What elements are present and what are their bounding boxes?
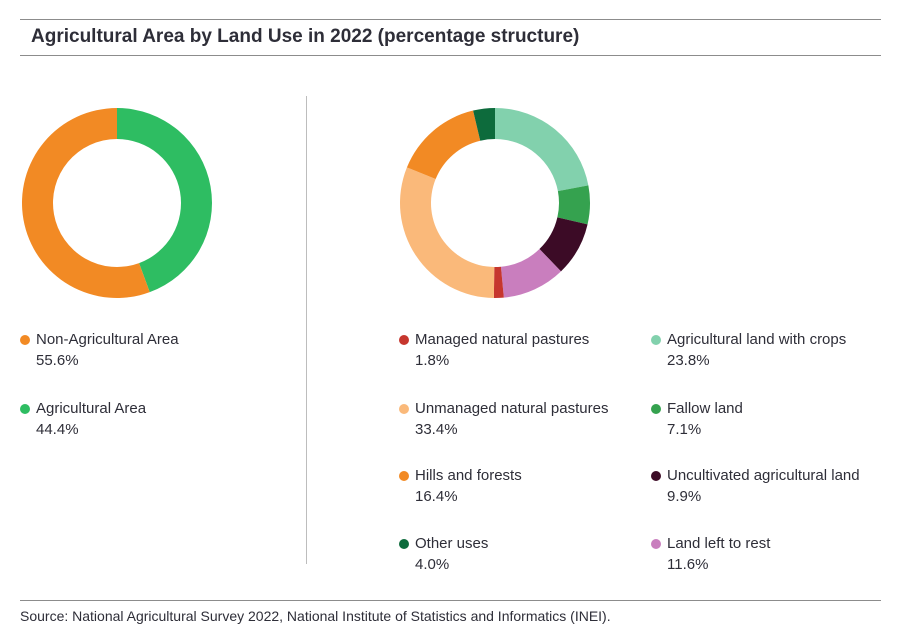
legend-label: Other uses [415, 535, 489, 552]
legend-value: 9.9% [667, 488, 702, 505]
legend-label: Managed natural pastures [415, 331, 590, 348]
donut-slice-uncultivated-agricultural-land [539, 217, 588, 272]
legend-item-hills-and-forests: Hills and forests 16.4% [399, 465, 522, 507]
donut-slice-other-uses [473, 108, 495, 141]
legend-item-uncultivated-agricultural-land: Uncultivated agricultural land 9.9% [651, 465, 860, 507]
legend-item-non-agricultural-area: Non-Agricultural Area 55.6% [20, 329, 179, 371]
legend-swatch [399, 335, 409, 345]
legend-item-agricultural-land-with-crops: Agricultural land with crops 23.8% [651, 329, 847, 371]
donut-slice-managed-natural-pastures [493, 266, 504, 298]
chart-divider [306, 96, 307, 564]
legend-value: 7.1% [667, 421, 702, 438]
donut-slice-agricultural-land-with-crops [495, 108, 589, 192]
donut-chart-left [22, 108, 213, 298]
legend-label: Unmanaged natural pastures [415, 400, 609, 417]
legend-swatch [651, 471, 661, 481]
donut-slice-fallow-land [557, 185, 590, 225]
legend-label: Non-Agricultural Area [36, 331, 179, 348]
legend-swatch [651, 335, 661, 345]
legend-swatch [651, 539, 661, 549]
top-rule [20, 19, 881, 20]
legend-item-unmanaged-natural-pastures: Unmanaged natural pastures 33.4% [399, 398, 609, 440]
donut-chart-right [400, 108, 590, 298]
legend-label: Fallow land [667, 400, 743, 417]
donut-slice-non-agricultural-area [22, 108, 150, 298]
legend-label: Uncultivated agricultural land [667, 467, 860, 484]
chart-title: Agricultural Area by Land Use in 2022 (p… [31, 26, 580, 47]
legend-value: 55.6% [36, 352, 79, 369]
legend-swatch [399, 539, 409, 549]
legend-value: 1.8% [415, 352, 450, 369]
legend-value: 16.4% [415, 488, 458, 505]
legend-swatch [399, 471, 409, 481]
title-rule [20, 55, 881, 56]
legend-item-agricultural-area: Agricultural Area 44.4% [20, 398, 147, 440]
legend-label: Hills and forests [415, 467, 522, 484]
legend-swatch [399, 404, 409, 414]
donut-slice-agricultural-area [117, 108, 213, 293]
source-note: Source: National Agricultural Survey 202… [20, 608, 611, 624]
legend-value: 4.0% [415, 556, 450, 573]
legend-value: 11.6% [667, 556, 709, 573]
legend-item-other-uses: Other uses 4.0% [399, 533, 489, 575]
legend-value: 23.8% [667, 352, 710, 369]
legend-label: Land left to rest [667, 535, 771, 552]
legend-item-managed-natural-pastures: Managed natural pastures 1.8% [399, 329, 590, 371]
legend-item-land-left-to-rest: Land left to rest 11.6% [651, 533, 771, 575]
legend-value: 33.4% [415, 421, 458, 438]
donut-slice-unmanaged-natural-pastures [400, 167, 495, 298]
legend-item-fallow-land: Fallow land 7.1% [651, 398, 743, 440]
legend-swatch [651, 404, 661, 414]
legend-swatch [20, 335, 30, 345]
legend-label: Agricultural Area [36, 400, 147, 417]
donut-slice-hills-and-forests [406, 110, 481, 180]
donut-slice-land-left-to-rest [500, 249, 561, 298]
source-rule [20, 600, 881, 601]
legend-label: Agricultural land with crops [667, 331, 847, 348]
legend-swatch [20, 404, 30, 414]
legend-value: 44.4% [36, 421, 79, 438]
